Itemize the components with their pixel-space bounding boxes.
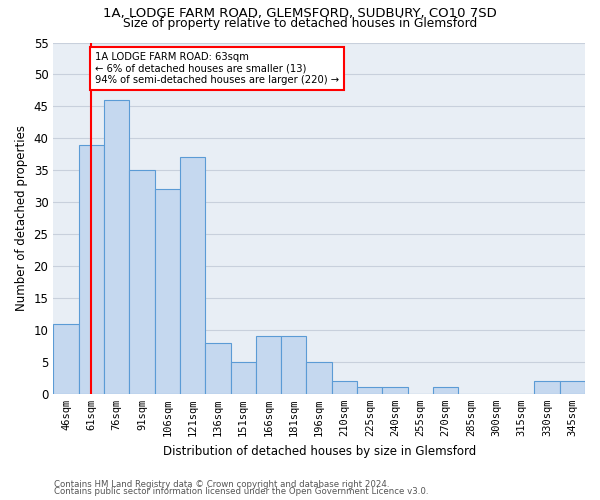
Text: Size of property relative to detached houses in Glemsford: Size of property relative to detached ho… (123, 18, 477, 30)
Text: 1A LODGE FARM ROAD: 63sqm
← 6% of detached houses are smaller (13)
94% of semi-d: 1A LODGE FARM ROAD: 63sqm ← 6% of detach… (95, 52, 339, 86)
Bar (79, 144, 104, 394)
Bar (53, 324, 79, 394)
Text: Contains public sector information licensed under the Open Government Licence v3: Contains public sector information licen… (54, 487, 428, 496)
Bar (307, 362, 332, 394)
X-axis label: Distribution of detached houses by size in Glemsford: Distribution of detached houses by size … (163, 444, 476, 458)
Text: Contains HM Land Registry data © Crown copyright and database right 2024.: Contains HM Land Registry data © Crown c… (54, 480, 389, 489)
Bar (281, 336, 307, 394)
Bar (256, 336, 281, 394)
Bar (155, 190, 180, 394)
Bar (535, 381, 560, 394)
Bar (205, 342, 230, 394)
Bar (332, 381, 357, 394)
Y-axis label: Number of detached properties: Number of detached properties (15, 125, 28, 311)
Text: 1A, LODGE FARM ROAD, GLEMSFORD, SUDBURY, CO10 7SD: 1A, LODGE FARM ROAD, GLEMSFORD, SUDBURY,… (103, 8, 497, 20)
Bar (382, 388, 408, 394)
Bar (180, 158, 205, 394)
Bar (104, 100, 129, 394)
Bar (230, 362, 256, 394)
Bar (129, 170, 155, 394)
Bar (433, 388, 458, 394)
Bar (560, 381, 585, 394)
Bar (357, 388, 382, 394)
